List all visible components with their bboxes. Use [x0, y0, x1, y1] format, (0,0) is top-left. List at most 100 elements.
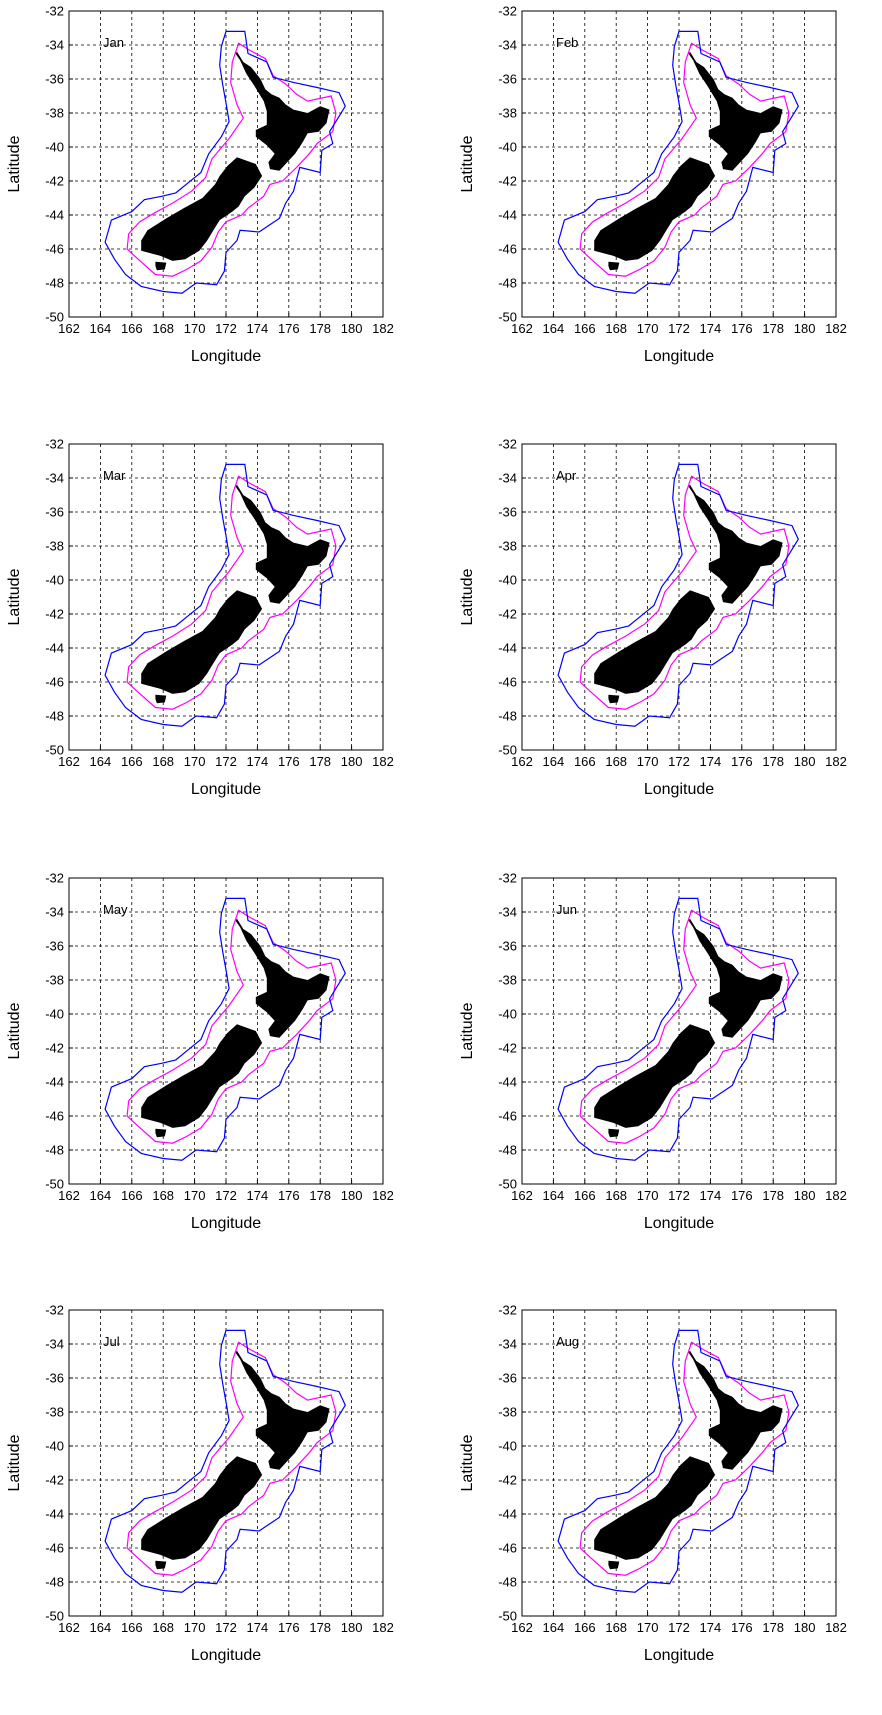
y-tick-label: -34	[498, 471, 517, 486]
x-tick-label: 170	[184, 1620, 206, 1635]
x-tick-label: 172	[668, 1620, 690, 1635]
inner-contour-line	[126, 1341, 337, 1576]
outer-contour-line	[104, 897, 346, 1161]
x-tick-label: 170	[184, 1188, 206, 1203]
x-tick-label: 168	[605, 754, 627, 769]
y-tick-label: -32	[45, 1303, 64, 1318]
month-label: Mar	[103, 468, 126, 483]
x-tick-label: 170	[637, 321, 659, 336]
x-tick-label: 180	[341, 1188, 363, 1203]
x-tick-label: 176	[731, 1620, 753, 1635]
y-tick-label: -34	[45, 905, 64, 920]
y-tick-label: -34	[45, 471, 64, 486]
x-tick-label: 178	[309, 1188, 331, 1203]
y-tick-label: -40	[498, 1439, 517, 1454]
north-island	[235, 1350, 330, 1470]
y-tick-label: -50	[45, 743, 64, 758]
y-tick-label: -44	[498, 1075, 517, 1090]
x-tick-label: 162	[58, 1620, 80, 1635]
y-tick-label: -34	[45, 38, 64, 53]
x-tick-label: 164	[90, 1620, 112, 1635]
x-tick-label: 176	[731, 321, 753, 336]
month-label: Jan	[103, 35, 124, 50]
south-island	[141, 157, 263, 261]
inner-contour-line	[579, 909, 790, 1144]
y-tick-label: -34	[45, 1337, 64, 1352]
grid-lines	[522, 878, 836, 1184]
y-tick-label: -40	[45, 1439, 64, 1454]
stewart-island	[608, 1128, 620, 1138]
y-tick-label: -34	[498, 905, 517, 920]
y-tick-label: -50	[45, 1609, 64, 1624]
y-tick-label: -40	[498, 140, 517, 155]
y-tick-label: -38	[45, 1405, 64, 1420]
x-tick-label: 162	[58, 754, 80, 769]
x-tick-label: 162	[511, 321, 533, 336]
outer-contour-line	[104, 1329, 346, 1593]
x-tick-label: 180	[794, 754, 816, 769]
x-tick-label: 180	[341, 1620, 363, 1635]
x-tick-label: 178	[309, 321, 331, 336]
y-tick-label: -36	[45, 505, 64, 520]
y-tick-label: -50	[498, 1177, 517, 1192]
y-tick-label: -42	[498, 1473, 517, 1488]
y-tick-label: -38	[45, 106, 64, 121]
stewart-island	[155, 261, 167, 271]
x-tick-label: 172	[668, 754, 690, 769]
outer-contour-line	[104, 30, 346, 294]
x-tick-label: 180	[794, 1188, 816, 1203]
north-island	[235, 51, 330, 171]
x-tick-label: 172	[215, 321, 237, 336]
grid-lines	[69, 1310, 383, 1616]
y-tick-label: -40	[498, 573, 517, 588]
y-tick-label: -46	[498, 1541, 517, 1556]
y-tick-label: -48	[498, 276, 517, 291]
y-tick-label: -50	[498, 743, 517, 758]
stewart-island	[608, 261, 620, 271]
map-panel-jul: 162 164 166 168 170 172 174 176 178 180 182 -32 -34 -…	[6, 1303, 394, 1665]
y-tick-label: -42	[45, 1473, 64, 1488]
outer-contour-line	[557, 463, 799, 727]
grid-lines	[522, 1310, 836, 1616]
month-label: Jul	[103, 1334, 120, 1349]
map-panel-jan: 162 164 166 168 170 172 174 176 178 180 182 -32 -34 -…	[6, 4, 394, 366]
y-tick-label: -50	[498, 1609, 517, 1624]
y-axis-title: Latitude	[459, 1434, 476, 1491]
x-tick-label: 170	[637, 754, 659, 769]
x-axis-title: Longitude	[191, 781, 261, 798]
x-tick-label: 174	[700, 321, 722, 336]
x-tick-label: 168	[152, 1188, 174, 1203]
inner-contour-line	[126, 909, 337, 1144]
grid-lines	[522, 444, 836, 750]
y-tick-label: -44	[45, 641, 64, 656]
x-tick-label: 178	[762, 754, 784, 769]
grid-lines	[69, 11, 383, 317]
x-tick-label: 168	[152, 1620, 174, 1635]
inner-contour-line	[579, 1341, 790, 1576]
x-tick-label: 164	[90, 754, 112, 769]
x-tick-label: 166	[121, 321, 143, 336]
y-tick-label: -36	[45, 72, 64, 87]
x-axis-title: Longitude	[191, 1647, 261, 1664]
y-tick-label: -36	[498, 72, 517, 87]
y-tick-label: -48	[45, 709, 64, 724]
x-tick-label: 174	[700, 754, 722, 769]
x-tick-label: 174	[247, 1620, 269, 1635]
y-tick-label: -44	[45, 1075, 64, 1090]
y-axis-title: Latitude	[6, 1434, 23, 1491]
month-label: May	[103, 902, 128, 917]
y-tick-label: -38	[498, 539, 517, 554]
month-label: Jun	[556, 902, 577, 917]
inner-contour-line	[579, 475, 790, 710]
y-tick-label: -44	[45, 1507, 64, 1522]
month-label: Feb	[556, 35, 578, 50]
inner-contour-line	[126, 475, 337, 710]
y-tick-label: -50	[45, 310, 64, 325]
y-tick-label: -46	[498, 675, 517, 690]
x-tick-label: 168	[605, 1188, 627, 1203]
y-tick-label: -40	[45, 1007, 64, 1022]
x-tick-label: 174	[247, 1188, 269, 1203]
x-tick-label: 174	[700, 1620, 722, 1635]
x-axis-title: Longitude	[191, 348, 261, 365]
